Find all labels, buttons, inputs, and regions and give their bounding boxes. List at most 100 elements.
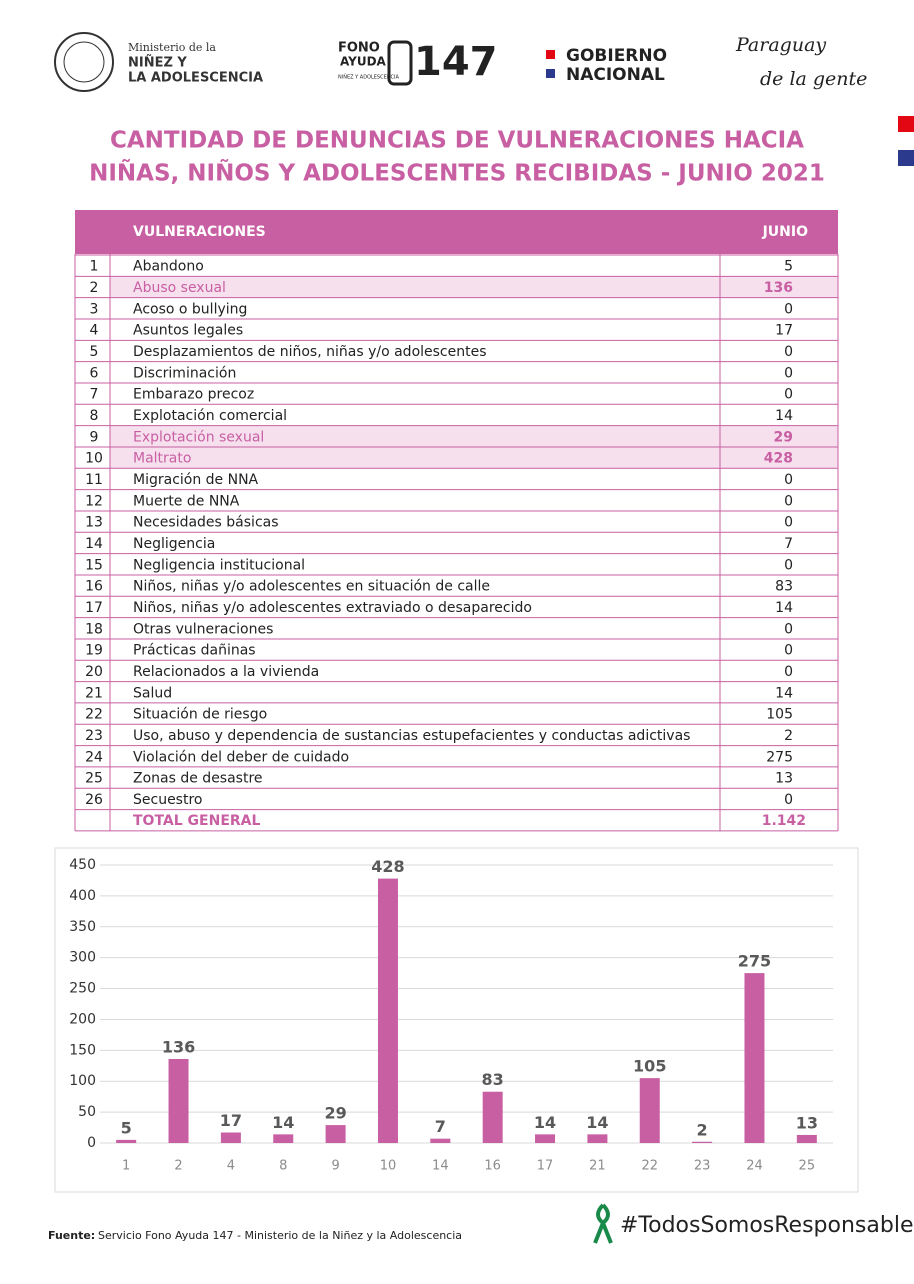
row-number: 22 — [85, 707, 103, 723]
flag-red — [546, 50, 555, 59]
row-value: 0 — [784, 365, 793, 381]
fono-number: 147 — [414, 39, 498, 85]
ministry-line: LA ADOLESCENCIA — [128, 71, 263, 86]
row-value: 0 — [784, 643, 793, 659]
row-value: 136 — [764, 280, 793, 296]
row-number: 24 — [85, 749, 103, 765]
row-label: Niños, niñas y/o adolescentes en situaci… — [133, 579, 490, 595]
value-label: 136 — [162, 1037, 195, 1056]
row-value: 17 — [775, 323, 793, 339]
total-value: 1.142 — [762, 813, 806, 829]
gobierno: NACIONAL — [566, 65, 665, 85]
y-tick-label: 150 — [69, 1042, 96, 1058]
bar — [639, 1078, 660, 1143]
row-label: Explotación comercial — [133, 408, 287, 424]
source-label: Fuente: — [48, 1229, 95, 1242]
value-label: 17 — [220, 1111, 242, 1130]
ministry-line: Ministerio de la — [128, 41, 216, 54]
row-number: 26 — [85, 792, 103, 808]
row-label: Necesidades básicas — [133, 515, 279, 531]
row-label: Muerte de NNA — [133, 493, 240, 509]
flag-blue — [546, 69, 555, 78]
row-label: Negligencia — [133, 536, 215, 552]
value-label: 7 — [435, 1117, 446, 1136]
bar — [325, 1125, 346, 1143]
row-number: 4 — [90, 323, 99, 339]
row-value: 7 — [784, 536, 793, 552]
row-label: Violación del deber de cuidado — [133, 749, 349, 765]
value-label: 14 — [586, 1113, 608, 1132]
x-tick-label: 17 — [537, 1159, 554, 1174]
bar — [273, 1134, 294, 1143]
row-number: 18 — [85, 621, 103, 637]
hashtag: #TodosSomosResponsables — [620, 1213, 914, 1238]
bar — [430, 1138, 451, 1143]
row-label: Maltrato — [133, 451, 191, 467]
row-number: 15 — [85, 557, 103, 573]
row-number: 2 — [90, 280, 99, 296]
value-label: 13 — [796, 1113, 818, 1132]
x-tick-label: 21 — [589, 1159, 606, 1174]
row-label: Uso, abuso y dependencia de sustancias e… — [133, 728, 690, 744]
x-tick-label: 24 — [746, 1159, 763, 1174]
row-number: 1 — [90, 259, 99, 275]
bar — [168, 1058, 189, 1143]
x-tick-label: 14 — [432, 1159, 449, 1174]
flag-blue — [898, 150, 914, 166]
value-label: 14 — [534, 1113, 556, 1132]
ribbon-icon — [593, 1203, 613, 1244]
row-value: 13 — [775, 771, 793, 787]
x-tick-label: 22 — [641, 1159, 658, 1174]
row-value: 29 — [774, 429, 793, 445]
seal — [54, 32, 114, 92]
row-label: Explotación sexual — [133, 429, 264, 445]
row-value: 83 — [775, 579, 793, 595]
column-header: JUNIO — [762, 224, 809, 240]
row-label: Relacionados a la vivienda — [133, 664, 319, 680]
bar — [744, 973, 765, 1143]
row-label: Niños, niñas y/o adolescentes extraviado… — [133, 600, 532, 616]
ministry-line: NIÑEZ Y — [128, 55, 187, 71]
bar — [587, 1134, 608, 1143]
row-label: Migración de NNA — [133, 472, 259, 488]
y-tick-label: 250 — [69, 981, 96, 997]
slogan: Paraguay — [735, 34, 826, 56]
row-label: Situación de riesgo — [133, 707, 267, 723]
row-number: 8 — [90, 408, 99, 424]
value-label: 5 — [121, 1118, 132, 1137]
row-number: 13 — [85, 515, 103, 531]
row-value: 0 — [784, 557, 793, 573]
fono-text: AYUDA — [340, 55, 387, 69]
row-number: 20 — [85, 664, 103, 680]
row-number: 17 — [85, 600, 103, 616]
row-value: 14 — [775, 408, 793, 424]
row-number: 14 — [85, 536, 103, 552]
row-value: 105 — [766, 707, 793, 723]
bar — [796, 1134, 817, 1143]
value-label: 83 — [482, 1070, 504, 1089]
gobierno: GOBIERNO — [566, 46, 667, 66]
row-value: 0 — [784, 301, 793, 317]
row-value: 0 — [784, 387, 793, 403]
row-number: 6 — [90, 365, 99, 381]
row-value: 0 — [784, 664, 793, 680]
value-label: 105 — [633, 1057, 666, 1076]
x-tick-label: 25 — [799, 1159, 816, 1174]
row-label: Embarazo precoz — [133, 387, 254, 403]
column-header: VULNERACIONES — [133, 224, 266, 240]
fono-text: FONO — [338, 41, 380, 56]
row-value: 0 — [784, 792, 793, 808]
x-tick-label: 8 — [279, 1159, 287, 1174]
row-number: 12 — [85, 493, 103, 509]
row-label: Secuestro — [133, 792, 202, 808]
row-number: 3 — [90, 301, 99, 317]
y-tick-label: 450 — [69, 857, 96, 873]
y-tick-label: 50 — [78, 1104, 96, 1120]
bar — [692, 1141, 713, 1143]
row-number: 7 — [90, 387, 99, 403]
bar — [535, 1134, 556, 1143]
row-number: 23 — [85, 728, 103, 744]
flag-red — [898, 116, 914, 132]
row-highlight — [110, 425, 838, 447]
